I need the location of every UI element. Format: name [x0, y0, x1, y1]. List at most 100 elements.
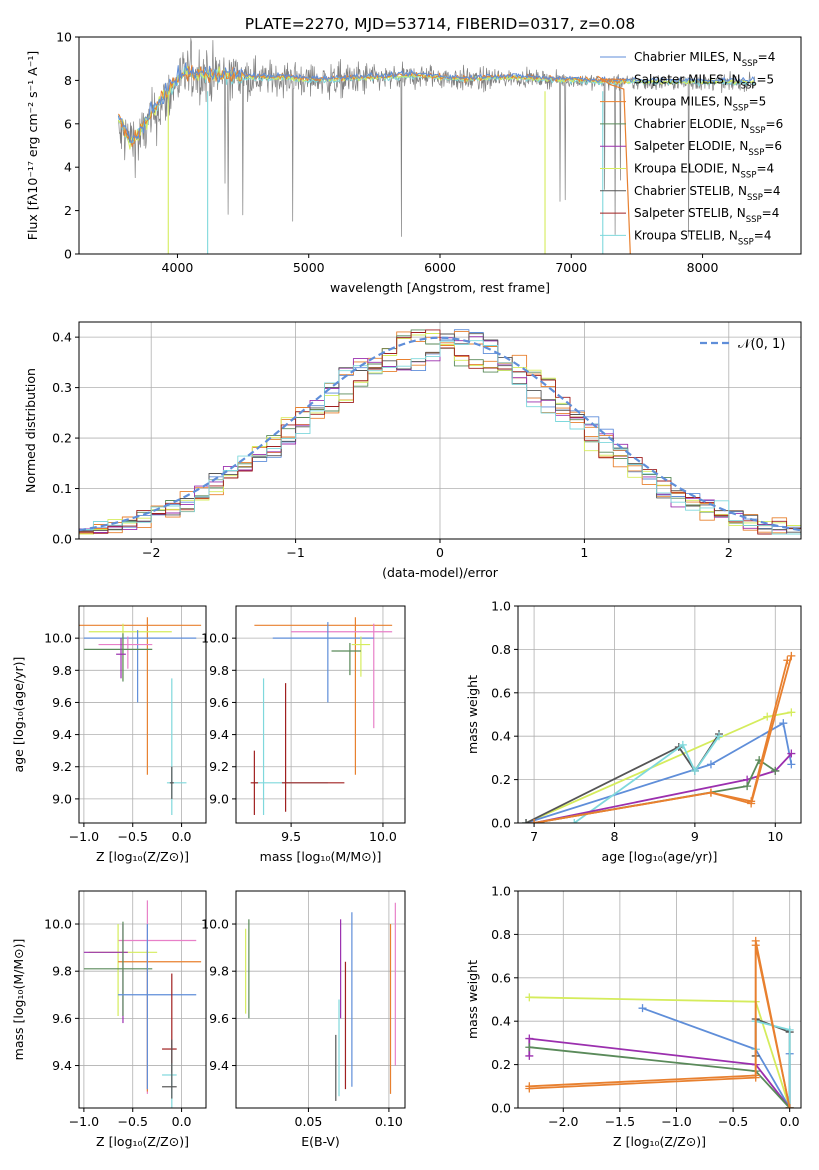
- weight-marker: [706, 760, 715, 769]
- y-tick-label: 6: [64, 116, 72, 131]
- x-tick-label: 0.0: [172, 1114, 192, 1129]
- weight-marker: [525, 1034, 534, 1043]
- y-tick-label: 0.4: [52, 330, 72, 345]
- weight-marker: [785, 1104, 794, 1108]
- y-tick-label: 0.1: [52, 481, 72, 496]
- age_vs_Z-xlabel: Z [log₁₀(Z/Z⊙)]: [96, 849, 189, 864]
- mass_vs_ebv-frame: [235, 890, 406, 1109]
- y-tick-label: 2: [64, 203, 72, 218]
- y-tick-label: 0.6: [491, 685, 511, 700]
- weight-line-chabrier_miles: [525, 722, 793, 823]
- x-tick-label: −1.0: [661, 1114, 691, 1129]
- weight-marker: [787, 749, 796, 758]
- weight-marker: [525, 993, 534, 1002]
- spectrum-ylabel: Flux [fλ10⁻¹⁷ erg cm⁻² s⁻¹ A⁻¹]: [25, 51, 40, 240]
- weight-line-kroupa_stelib: [573, 735, 720, 823]
- x-tick-label: −1.0: [69, 829, 99, 844]
- y-tick-label: 9.8: [52, 964, 72, 979]
- y-tick-label: 0.3: [52, 380, 72, 395]
- x-tick-label: −2: [142, 545, 160, 560]
- legend-entry: Chabrier ELODIE, NSSP=6: [634, 117, 783, 136]
- y-tick-label: 0.4: [491, 729, 511, 744]
- weight-marker: [747, 797, 756, 806]
- legend-entry: Kroupa STELIB, NSSP=4: [634, 228, 772, 247]
- age_vs_Z-axes: −1.0 −0.5 0.0 9.0 9.2 9.4 9.6 9.8 10.0 Z [log₁₀(Z…: [11, 605, 207, 864]
- y-tick-label: 9.8: [209, 964, 229, 979]
- mass_vs_Z-ylabel: mass [log₁₀(M/M⊙)]: [11, 939, 26, 1061]
- weight-line-salpeter_elodie: [528, 1037, 791, 1108]
- spectrum-marks: [117, 38, 756, 254]
- x-tick-label: 0.10: [375, 1114, 403, 1129]
- legend-entry: Chabrier STELIB, NSSP=4: [634, 184, 781, 203]
- x-tick-label: −0.5: [118, 829, 148, 844]
- x-tick-label: 9.5: [281, 829, 301, 844]
- x-tick-label: 8: [611, 829, 619, 844]
- x-tick-label: 10: [767, 829, 783, 844]
- y-tick-label: 9.4: [52, 727, 72, 742]
- weight_vs_Z-axes: −2.0 −1.5 −1.0 −0.5 0.0 0.0 0.2 0.4 0.6 0.8 1.0 Z […: [465, 884, 802, 1149]
- weight-line-chabrier_elodie: [533, 759, 776, 823]
- age_vs_Z-marks: [79, 617, 202, 815]
- y-tick-label: 1.0: [491, 599, 511, 614]
- weight-line-salpeter_miles: [529, 940, 791, 1108]
- weight_vs_Z-marks: [525, 936, 794, 1108]
- spectrum-model-kroupa_elodie: [117, 65, 755, 150]
- y-tick-label: 9.6: [52, 1011, 72, 1026]
- mass_vs_Z-axes: −1.0 −0.5 0.0 9.4 9.6 9.8 10.0 Z [log₁₀(Z/Z⊙)] m…: [11, 890, 207, 1149]
- y-tick-label: 8: [64, 73, 72, 88]
- figure-title: PLATE=2270, MJD=53714, FIBERID=0317, z=0…: [245, 15, 635, 33]
- weight-marker: [690, 766, 699, 775]
- weight_vs_Z-xlabel: Z [log₁₀(Z/Z⊙)]: [613, 1134, 706, 1149]
- y-tick-label: 10.0: [201, 631, 229, 646]
- weight-marker: [771, 766, 780, 775]
- spectrum-xlabel: wavelength [Angstrom, rest frame]: [330, 280, 550, 295]
- y-tick-label: 9.6: [209, 1011, 229, 1026]
- weight_vs_age-ylabel: mass weight: [465, 675, 480, 754]
- weight-marker: [525, 1043, 534, 1052]
- y-tick-label: 0.0: [491, 1101, 511, 1116]
- mass_vs_ebv-xlabel: E(B-V): [301, 1134, 340, 1149]
- weight_vs_Z-ylabel: mass weight: [465, 960, 480, 1039]
- x-tick-label: −0.5: [718, 1114, 748, 1129]
- age_vs_mass-frame: [235, 605, 406, 824]
- spectrum-red-cutoff: [597, 75, 631, 254]
- weight-marker: [751, 941, 760, 950]
- weight-marker: [678, 740, 687, 749]
- weight-marker: [570, 819, 579, 823]
- x-tick-label: 4000: [162, 260, 194, 275]
- age_vs_Z-frame: [78, 605, 207, 824]
- spectrum-axes: 4000 5000 6000 7000 8000 0 2 4 6 8 10 wavelength [A…: [25, 30, 802, 295]
- age_vs_mass-axes: 9.5 10.0 9.0 9.2 9.4 9.6 9.8 10.0 mass [log₁₀(M/…: [201, 605, 406, 864]
- y-tick-label: 9.4: [209, 1058, 229, 1073]
- weight-marker: [638, 1004, 647, 1013]
- weight-marker: [785, 1025, 794, 1034]
- y-tick-label: 9.0: [209, 791, 229, 806]
- x-tick-label: −2.0: [548, 1114, 578, 1129]
- x-tick-label: 10.0: [369, 829, 397, 844]
- y-tick-label: 10.0: [201, 917, 229, 932]
- y-tick-label: 10: [56, 30, 72, 45]
- weight-marker: [743, 782, 752, 791]
- age_vs_Z-ylabel: age [log₁₀(age/yr)]: [11, 657, 26, 773]
- legend-entry: Salpeter STELIB, NSSP=4: [634, 206, 779, 225]
- residuals-marks: [79, 329, 801, 535]
- x-tick-label: −1.5: [605, 1114, 635, 1129]
- legend-entry: Salpeter ELODIE, NSSP=6: [634, 139, 782, 158]
- age_vs_mass-xlabel: mass [log₁₀(M/M⊙)]: [260, 849, 382, 864]
- x-tick-label: −1.0: [69, 1114, 99, 1129]
- weight-line-salpeter_elodie: [533, 752, 793, 823]
- y-tick-label: 9.8: [52, 663, 72, 678]
- mass_vs_Z-marks: [83, 900, 202, 1108]
- weight-marker: [787, 760, 796, 769]
- weight-marker: [787, 708, 796, 717]
- y-tick-label: 9.2: [52, 759, 72, 774]
- x-tick-label: 0.0: [780, 1114, 800, 1129]
- y-tick-label: 9.4: [52, 1058, 72, 1073]
- y-tick-label: 0.0: [491, 816, 511, 831]
- mass_vs_Z-xlabel: Z [log₁₀(Z/Z⊙)]: [96, 1134, 189, 1149]
- x-tick-label: 0.0: [172, 829, 192, 844]
- y-tick-label: 9.2: [209, 759, 229, 774]
- legend-entry: Kroupa MILES, NSSP=5: [634, 95, 766, 114]
